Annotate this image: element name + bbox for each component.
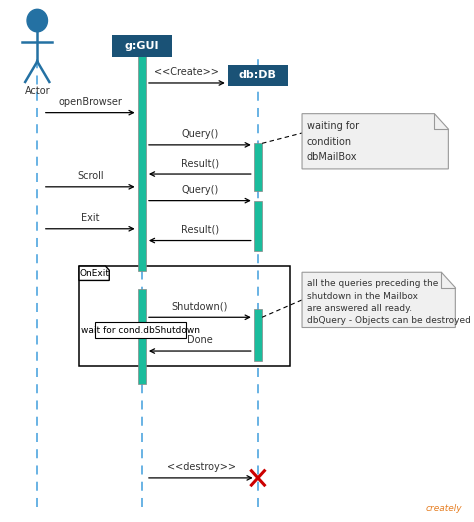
- Text: openBrowser: openBrowser: [58, 97, 122, 107]
- Text: Query(): Query(): [181, 129, 219, 139]
- Polygon shape: [79, 266, 109, 280]
- Text: Result(): Result(): [181, 225, 219, 235]
- Polygon shape: [302, 272, 456, 327]
- FancyBboxPatch shape: [254, 309, 262, 361]
- Text: all the queries preceding the: all the queries preceding the: [307, 279, 438, 289]
- Polygon shape: [302, 114, 448, 169]
- Text: dbQuery - Objects can be destroyed: dbQuery - Objects can be destroyed: [307, 316, 471, 325]
- Text: waiting for: waiting for: [307, 121, 359, 131]
- FancyBboxPatch shape: [228, 65, 288, 86]
- Text: db:DB: db:DB: [239, 70, 277, 80]
- Text: Shutdown(): Shutdown(): [172, 302, 228, 312]
- Text: creately: creately: [426, 504, 462, 513]
- Text: OnExit: OnExit: [79, 269, 109, 278]
- FancyBboxPatch shape: [95, 323, 186, 338]
- FancyBboxPatch shape: [254, 144, 262, 192]
- Text: condition: condition: [307, 137, 352, 147]
- Text: shutdown in the Mailbox: shutdown in the Mailbox: [307, 292, 418, 301]
- Text: dbMailBox: dbMailBox: [307, 152, 357, 162]
- Circle shape: [27, 9, 47, 32]
- Text: Query(): Query(): [181, 185, 219, 195]
- Text: are answered all ready.: are answered all ready.: [307, 304, 412, 313]
- Text: <<destroy>>: <<destroy>>: [167, 462, 237, 472]
- FancyBboxPatch shape: [137, 289, 146, 384]
- Text: <<Create>>: <<Create>>: [155, 67, 219, 77]
- FancyBboxPatch shape: [254, 200, 262, 251]
- Text: g:GUI: g:GUI: [125, 41, 159, 51]
- Text: Actor: Actor: [25, 86, 50, 96]
- Text: Result(): Result(): [181, 158, 219, 169]
- Text: Scroll: Scroll: [77, 171, 103, 181]
- Text: Exit: Exit: [81, 213, 100, 223]
- FancyBboxPatch shape: [137, 54, 146, 271]
- FancyBboxPatch shape: [254, 69, 262, 83]
- FancyBboxPatch shape: [111, 35, 172, 57]
- Text: Done: Done: [187, 336, 213, 346]
- Text: wait for cond.dbShutdown: wait for cond.dbShutdown: [81, 326, 200, 335]
